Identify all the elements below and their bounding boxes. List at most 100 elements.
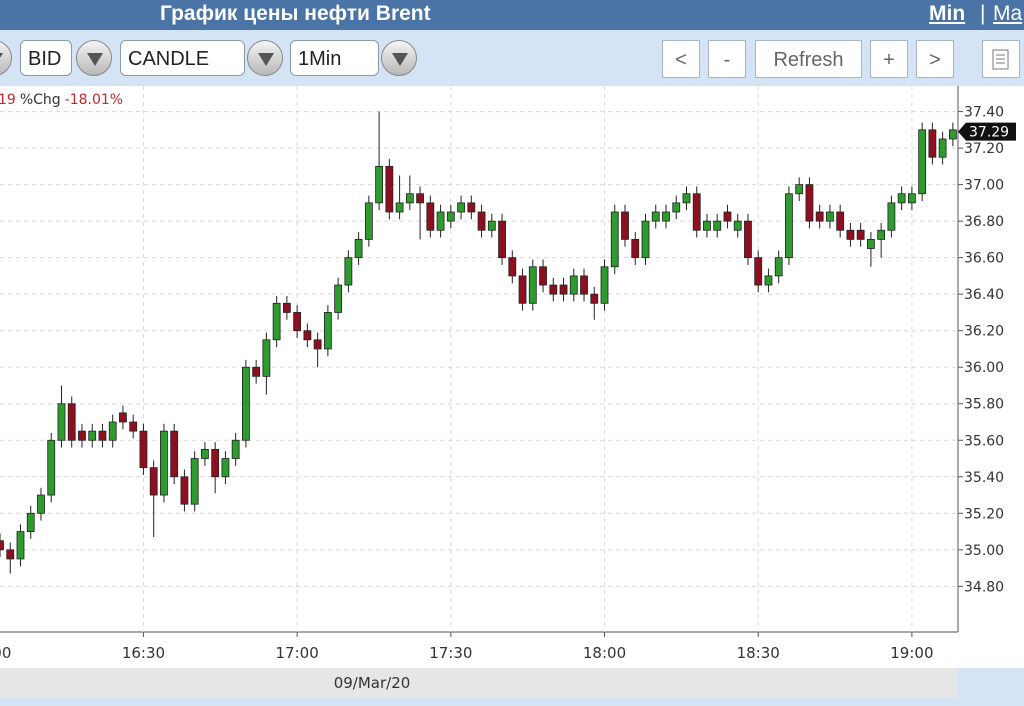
candle-body bbox=[282, 302, 291, 313]
chart: 19 %Chg -18.01% 09/Mar/20 34.80 35.00 35.20 3… bbox=[0, 86, 1024, 698]
header: График цены нефти Brent Min | Ma bbox=[0, 0, 1024, 30]
x-tick-label: 16:00 bbox=[0, 644, 11, 662]
candle-body bbox=[231, 439, 240, 459]
candle-body bbox=[364, 202, 373, 240]
candle-body bbox=[395, 202, 404, 213]
candle-body bbox=[6, 549, 15, 560]
candle-body bbox=[621, 211, 629, 240]
candle-body bbox=[201, 448, 209, 459]
candle-body bbox=[242, 366, 250, 441]
candle-body bbox=[631, 238, 640, 259]
candle-body bbox=[487, 220, 496, 231]
candle-body bbox=[416, 193, 424, 204]
candle-body bbox=[37, 494, 45, 514]
candle-body bbox=[549, 284, 558, 295]
last-price-label: 37.29 bbox=[969, 125, 1009, 141]
candle-body bbox=[149, 467, 158, 496]
link[interactable]: Min bbox=[929, 2, 966, 25]
candle-body bbox=[98, 430, 107, 441]
y-tick-label: 35.40 bbox=[964, 470, 1004, 486]
y-tick-label: 35.00 bbox=[964, 543, 1004, 559]
candle-body bbox=[170, 430, 179, 478]
y-tick-label: 37.40 bbox=[964, 105, 1004, 121]
candle-body bbox=[252, 366, 261, 377]
candle-body bbox=[590, 293, 599, 304]
candle-body bbox=[918, 129, 927, 195]
candle-body bbox=[344, 257, 353, 286]
candle-body bbox=[867, 238, 875, 249]
y-tick-label: 36.80 bbox=[964, 214, 1004, 230]
candle-body bbox=[262, 339, 271, 377]
candle-body bbox=[928, 129, 937, 158]
dropdown-arrow[interactable] bbox=[76, 40, 112, 76]
dropdown-arrow[interactable] bbox=[247, 40, 283, 76]
button[interactable]: + bbox=[870, 40, 908, 78]
candle-body bbox=[375, 165, 384, 204]
candle-body bbox=[508, 257, 517, 277]
link[interactable]: Ma bbox=[993, 2, 1023, 25]
candle-body bbox=[713, 220, 722, 231]
x-tick-label: 17:00 bbox=[276, 644, 319, 662]
candle-body bbox=[293, 312, 302, 332]
axis-panel bbox=[958, 86, 1024, 668]
candle-body bbox=[610, 211, 619, 268]
candle-body bbox=[887, 202, 896, 231]
candle-body bbox=[88, 430, 97, 441]
candle-body bbox=[457, 202, 465, 213]
y-tick-label: 35.20 bbox=[964, 506, 1004, 522]
candle-body bbox=[754, 257, 763, 286]
menu-button[interactable] bbox=[982, 40, 1020, 78]
candle-body bbox=[580, 275, 588, 295]
candle-body bbox=[139, 430, 148, 469]
page-title: График цены нефти Brent bbox=[160, 2, 431, 25]
date-label: 09/Mar/20 bbox=[334, 674, 411, 692]
candle-body bbox=[795, 184, 804, 195]
button[interactable]: > bbox=[916, 40, 954, 78]
date-bar bbox=[0, 668, 958, 698]
candle-body bbox=[405, 193, 414, 204]
select[interactable]: BID bbox=[20, 40, 72, 76]
y-tick-label: 36.40 bbox=[964, 287, 1004, 303]
candle-body bbox=[323, 312, 332, 350]
candle-body bbox=[16, 531, 25, 560]
candle-body bbox=[539, 266, 547, 286]
candle-body bbox=[119, 412, 127, 423]
candle-body bbox=[518, 275, 527, 304]
candle-body bbox=[703, 220, 711, 231]
dropdown-arrow[interactable] bbox=[0, 40, 12, 76]
candle-body bbox=[692, 193, 701, 231]
dropdown-arrow[interactable] bbox=[381, 40, 417, 76]
candle-body bbox=[129, 421, 138, 432]
candle-body bbox=[426, 202, 435, 231]
menu-icon bbox=[992, 49, 1009, 70]
select[interactable]: 1Min bbox=[290, 40, 379, 76]
change-pct: -18.01% bbox=[65, 92, 123, 108]
select[interactable]: CANDLE bbox=[120, 40, 245, 76]
candle-body bbox=[662, 211, 670, 222]
change-partial: 19 bbox=[0, 92, 16, 108]
candle-body bbox=[744, 220, 752, 259]
candle-body bbox=[446, 211, 455, 222]
y-tick-label: 37.20 bbox=[964, 141, 1004, 157]
candle-body bbox=[221, 458, 230, 478]
separator: | bbox=[980, 2, 986, 25]
candle-body bbox=[0, 540, 4, 551]
button[interactable]: - bbox=[708, 40, 746, 78]
y-tick-label: 34.80 bbox=[964, 579, 1004, 595]
candle-body bbox=[26, 512, 35, 532]
candle-body bbox=[272, 302, 281, 341]
y-tick-label: 35.60 bbox=[964, 433, 1004, 449]
candle-body bbox=[528, 266, 537, 304]
candle-body bbox=[897, 193, 906, 204]
candle-body bbox=[559, 284, 568, 295]
candle-body bbox=[815, 211, 824, 222]
info-text: 19 %Chg -18.01% bbox=[0, 92, 123, 108]
button[interactable]: < bbox=[662, 40, 700, 78]
candle-body bbox=[774, 257, 783, 277]
candle-body bbox=[47, 439, 56, 496]
candle-body bbox=[877, 229, 886, 240]
y-tick-label: 36.20 bbox=[964, 324, 1004, 340]
candle-body bbox=[334, 284, 343, 313]
button[interactable]: Refresh bbox=[755, 40, 862, 78]
y-tick-label: 37.00 bbox=[964, 178, 1004, 194]
